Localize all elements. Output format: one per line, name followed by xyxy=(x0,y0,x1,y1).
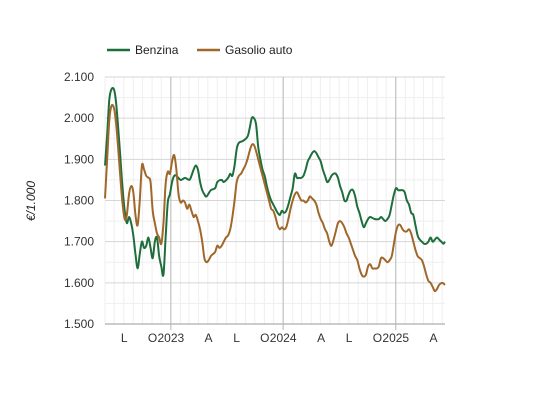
y-tick-label: 1.600 xyxy=(64,276,94,290)
legend-item-benzina[interactable]: Benzina xyxy=(107,43,179,57)
y-tick-label: 1.700 xyxy=(64,235,94,249)
series-lines xyxy=(104,87,446,293)
x-tick-label: A xyxy=(429,331,437,345)
x-tick-label: L xyxy=(233,331,240,345)
y-tick-label: 2.100 xyxy=(64,70,94,84)
x-axis: L O 2023 A L O 2024 A L O 2025 A xyxy=(121,331,438,345)
x-tick-label: O xyxy=(148,331,157,345)
x-tick-label: 2025 xyxy=(382,331,409,345)
x-tick-label: L xyxy=(121,331,128,345)
x-tick-label: L xyxy=(346,331,353,345)
y-tick-label: 1.900 xyxy=(64,152,94,166)
y-axis: 2.100 2.000 1.900 1.800 1.700 1.600 1.500 xyxy=(64,70,94,331)
series-line-gasolio-auto xyxy=(104,103,446,293)
x-tick-label: A xyxy=(205,331,213,345)
x-tick-label: A xyxy=(317,331,325,345)
y-tick-label: 1.800 xyxy=(64,194,94,208)
y-tick-label: 1.500 xyxy=(64,317,94,331)
legend-label-benzina: Benzina xyxy=(135,43,179,57)
x-tick-label: O xyxy=(373,331,382,345)
legend: Benzina Gasolio auto xyxy=(107,43,293,57)
x-tick-label: O xyxy=(260,331,269,345)
major-gridlines xyxy=(105,76,445,330)
series-line-benzina xyxy=(104,87,446,277)
y-tick-label: 2.000 xyxy=(64,111,94,125)
legend-item-gasolio-auto[interactable]: Gasolio auto xyxy=(197,43,293,57)
x-tick-label: 2023 xyxy=(157,331,184,345)
y-axis-label: €/1.000 xyxy=(24,181,38,221)
x-tick-label: 2024 xyxy=(270,331,297,345)
legend-label-gasolio-auto: Gasolio auto xyxy=(225,43,293,57)
